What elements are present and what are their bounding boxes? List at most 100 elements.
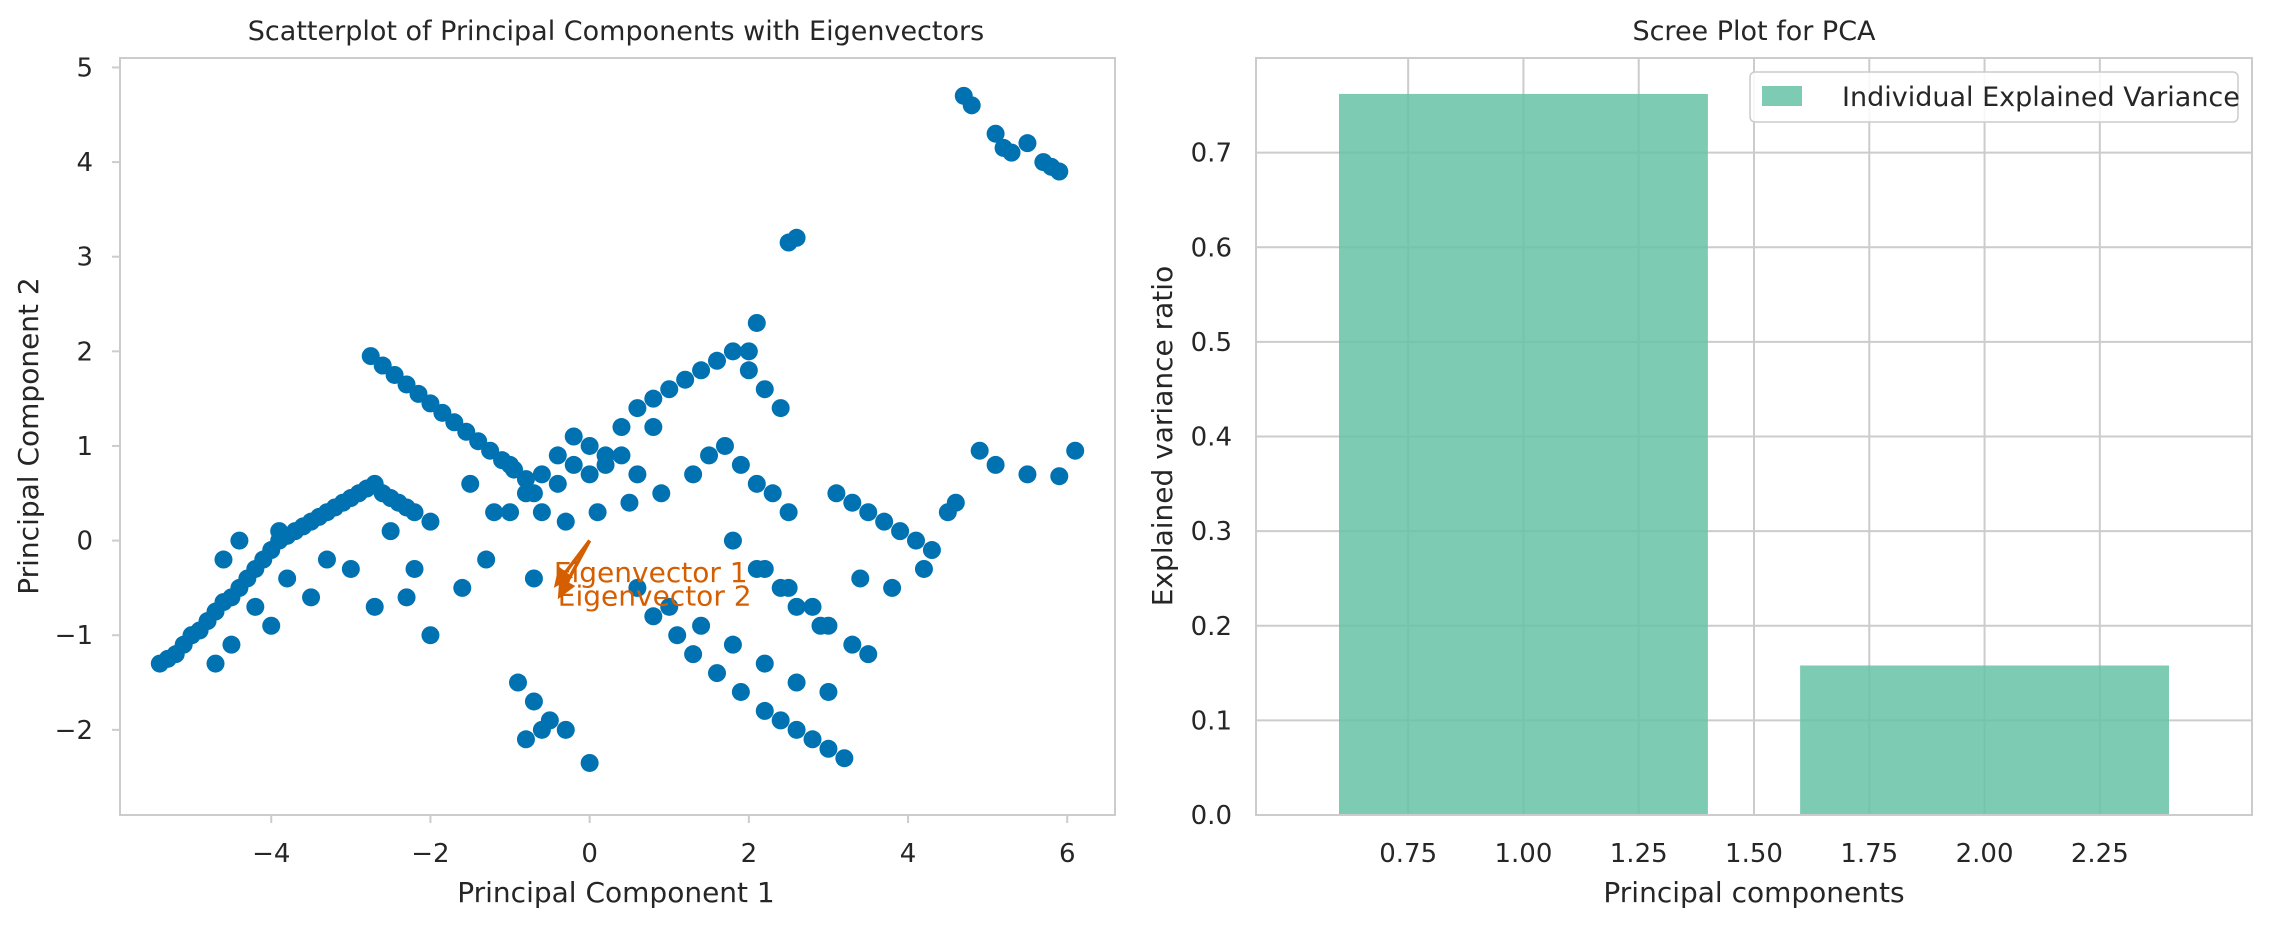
scatter-point [755, 701, 774, 720]
scatter-point [708, 664, 726, 683]
eigenvector-1-label: Eigenvector 1 [554, 556, 748, 589]
scatter-y-tick-label: 0 [76, 527, 93, 557]
scatter-point [692, 616, 711, 635]
scree-legend: Individual Explained Variance [1749, 71, 2240, 123]
scree-bar-1 [1339, 93, 1708, 815]
scree-x-ticks: 0.75 1.00 1.25 1.50 1.75 2.00 2.25 [1379, 839, 2129, 869]
scatter-point [206, 654, 225, 673]
scatter-point [859, 503, 878, 522]
scatter-point [278, 569, 297, 588]
scatter-point [182, 626, 201, 645]
scatter-point [421, 626, 440, 645]
legend-box [1749, 71, 2239, 123]
scatter-point [405, 503, 424, 522]
scatter-y-label: Principal Component 2 [12, 277, 45, 595]
scatter-point [851, 569, 870, 588]
scatter-point [755, 654, 774, 673]
scatter-point [564, 427, 583, 446]
scatter-point [580, 465, 599, 484]
scatter-point [907, 531, 925, 550]
scatter-point [747, 559, 766, 578]
scree-x-tick-label: 1.00 [1494, 839, 1552, 869]
scatter-point [668, 626, 687, 645]
scatter-title: Scatterplot of Principal Components with… [248, 16, 984, 47]
scatter-point [771, 711, 790, 730]
scatter-point [246, 597, 265, 616]
scatter-point [302, 588, 321, 607]
scatter-point [692, 361, 711, 380]
scatter-point [739, 361, 758, 380]
scatter-point [723, 342, 742, 361]
scatter-y-tick-label: 3 [76, 243, 93, 273]
scree-y-tick-label: 0.6 [1191, 233, 1232, 263]
scatter-point [708, 351, 726, 370]
scatter-point [811, 616, 830, 635]
scatter-x-tick-label: 6 [1059, 839, 1076, 869]
scatter-point [986, 124, 1005, 143]
scatter-point [843, 635, 862, 654]
scree-x-tick-label: 1.50 [1725, 839, 1783, 869]
scatter-point [859, 645, 878, 664]
scatter-point [564, 455, 583, 474]
scatter-point [222, 635, 241, 654]
scatter-point [723, 531, 742, 550]
scatter-point [628, 399, 647, 418]
scatter-point [787, 720, 806, 739]
scatter-point [644, 418, 663, 437]
scatter-point [596, 446, 615, 465]
scatter-point [230, 531, 249, 550]
scatter-point [548, 474, 567, 493]
scree-panel: Scree Plot for PCA 0.75 1.00 1.25 1.50 1.75 2… [1146, 16, 2253, 909]
scree-x-tick-label: 0.75 [1379, 839, 1437, 869]
scatter-point [501, 455, 520, 474]
scree-y-tick-label: 0.2 [1191, 612, 1232, 642]
scatter-point [453, 578, 472, 597]
scatter-point [548, 446, 567, 465]
scatter-point [628, 465, 647, 484]
scatter-point [819, 739, 838, 758]
scatter-x-ticks: −4 −2 0 2 4 6 [252, 815, 1076, 869]
scree-bar-2 [1800, 665, 2169, 815]
eigenvector-1-arrow-head [553, 566, 574, 588]
scree-x-tick-label: 1.25 [1610, 839, 1668, 869]
scatter-point [461, 474, 480, 493]
scatter-point [723, 635, 742, 654]
scatter-point [516, 730, 535, 749]
scatter-point [803, 730, 822, 749]
scatter-point [787, 597, 806, 616]
scatter-point [922, 541, 941, 560]
scatter-point [516, 470, 535, 489]
scatter-point [397, 588, 416, 607]
scatter-x-tick-label: −2 [411, 839, 449, 869]
scatter-point [684, 465, 703, 484]
scatter-y-tick-label: −2 [55, 716, 93, 746]
scatter-point [771, 578, 790, 597]
scatter-point [962, 96, 981, 115]
eigenvector-2-label: Eigenvector 2 [558, 579, 752, 612]
scatter-y-tick-label: −1 [55, 621, 93, 651]
scatter-point [644, 607, 663, 626]
scatter-point [700, 446, 719, 465]
scatter-point [660, 380, 679, 399]
scatter-point [524, 569, 543, 588]
scatter-point [644, 389, 663, 408]
scatter-x-tick-label: 4 [900, 839, 917, 869]
scatter-y-tick-label: 1 [76, 432, 93, 462]
scatter-point [317, 550, 336, 569]
scatter-point [739, 342, 758, 361]
scree-y-tick-label: 0.5 [1191, 328, 1232, 358]
scatter-point [524, 692, 543, 711]
scatter-point [405, 559, 424, 578]
scatter-point [1050, 467, 1069, 486]
scatter-point [365, 597, 384, 616]
scatter-point [524, 484, 543, 503]
scatter-point [986, 455, 1005, 474]
scatter-x-tick-label: 2 [741, 839, 758, 869]
eigenvector-2-arrow-shaft [565, 539, 592, 583]
scatter-point [421, 512, 440, 531]
scree-y-tick-label: 0.0 [1191, 801, 1232, 831]
scatter-point [1018, 134, 1037, 153]
scatter-point [556, 512, 575, 531]
scatter-point [787, 673, 806, 692]
scatter-point [684, 645, 703, 664]
